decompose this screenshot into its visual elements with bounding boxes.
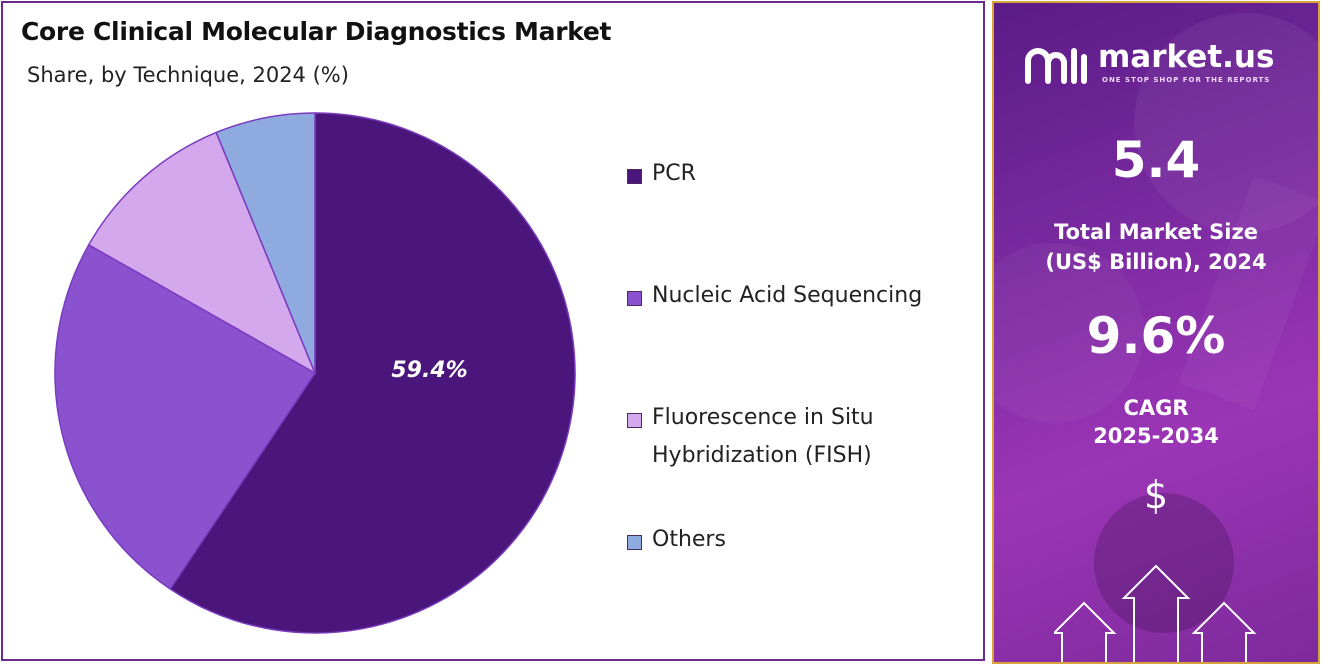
pie-slice-nucleic-acid-sequencing xyxy=(54,243,317,590)
legend-swatch-others xyxy=(627,535,642,550)
market-size-label: Total Market Size (US$ Billion), 2024 xyxy=(1045,220,1267,274)
legend-label-pcr: PCR xyxy=(652,161,696,186)
background-decoration xyxy=(994,13,1318,633)
legend-label-nucleic-acid-sequencing: Nucleic Acid Sequencing xyxy=(652,283,923,308)
legend-label-fish: Fluorescence in Situ Hybridization (FISH… xyxy=(652,405,874,468)
data-label-pcr: 59.4% xyxy=(391,358,467,383)
chart-title: Core Clinical Molecular Diagnostics Mark… xyxy=(21,17,612,46)
legend-swatch-pcr xyxy=(627,169,642,184)
up-arrows-icon xyxy=(1054,564,1257,662)
legend-item-nucleic-acid-sequencing: Nucleic Acid Sequencing xyxy=(627,283,952,315)
brand-logo: market.us ONE STOP SHOP FOR THE REPORTS xyxy=(1024,39,1294,91)
summary-panel: market.us ONE STOP SHOP FOR THE REPORTS … xyxy=(992,1,1320,664)
pie-slice-fish xyxy=(87,131,317,375)
market-us-logo-icon xyxy=(1025,48,1087,84)
dollar-icon: $ xyxy=(1143,473,1169,517)
legend-swatch-fish xyxy=(627,413,642,428)
legend-label-others: Others xyxy=(652,527,726,552)
cagr-label: CAGR xyxy=(1123,396,1189,420)
legend-swatch-nucleic-acid-sequencing xyxy=(627,291,642,306)
brand-tagline: ONE STOP SHOP FOR THE REPORTS xyxy=(1102,76,1271,84)
pie-chart: 59.4% xyxy=(54,112,576,634)
pie-slice-others xyxy=(215,112,316,374)
market-size-value: 5.4 xyxy=(1111,131,1201,189)
brand-name: market.us xyxy=(1098,39,1275,75)
chart-panel: Core Clinical Molecular Diagnostics Mark… xyxy=(1,1,985,661)
legend-item-fish: Fluorescence in Situ Hybridization (FISH… xyxy=(627,405,952,475)
pie-slice-pcr xyxy=(169,112,576,634)
chart-subtitle: Share, by Technique, 2024 (%) xyxy=(27,63,349,87)
cagr-value: 9.6% xyxy=(1086,307,1226,365)
cagr-period: 2025-2034 xyxy=(1093,424,1219,448)
legend-item-others: Others xyxy=(627,527,952,559)
legend-item-pcr: PCR xyxy=(627,161,952,193)
